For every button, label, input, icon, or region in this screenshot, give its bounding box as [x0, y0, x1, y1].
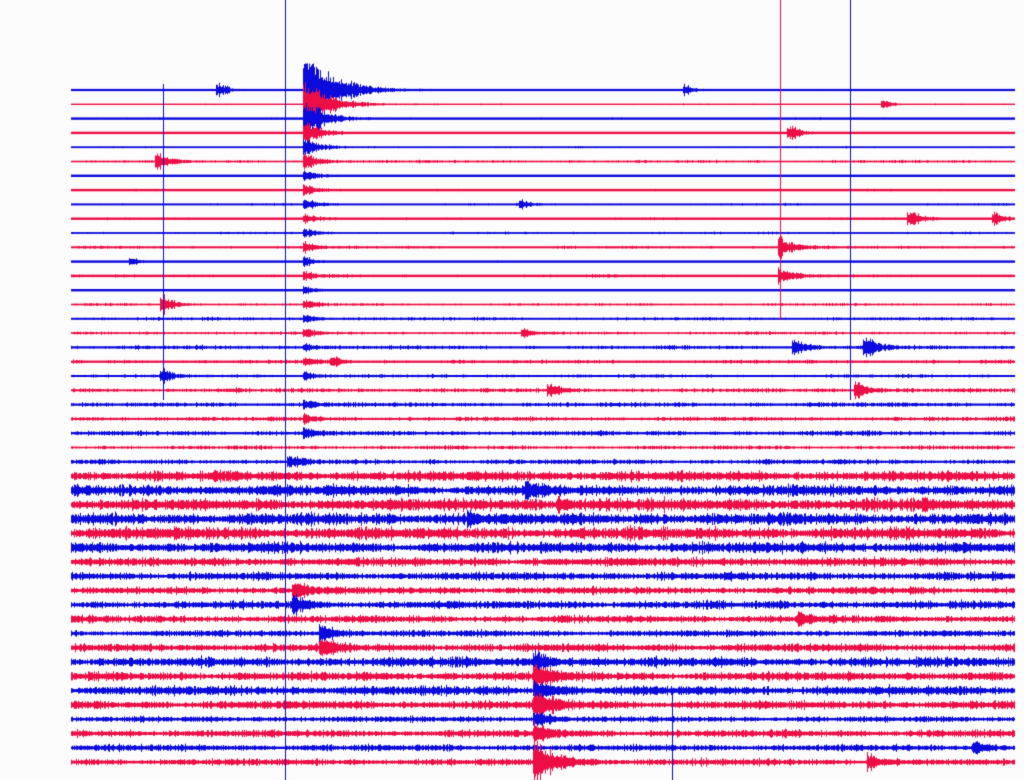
time-tick-label: 23:30 — [31, 755, 65, 769]
time-tick-label: 15:30 — [31, 526, 65, 540]
time-tick-label: 09:00 — [31, 340, 65, 354]
time-tick-label: 12:00 — [31, 426, 65, 440]
time-tick-label: 12:30 — [31, 440, 65, 454]
time-tick-label: 02:00 — [31, 140, 65, 154]
time-tick-label: 00:00 — [31, 83, 65, 96]
time-tick-label: 07:00 — [31, 283, 65, 297]
time-tick-label: 23:00 — [31, 740, 65, 754]
time-tick-label: 02:30 — [31, 154, 65, 168]
time-tick-label: 14:00 — [31, 483, 65, 497]
time-tick-label: 17:00 — [31, 569, 65, 583]
time-tick-label: 09:30 — [31, 354, 65, 368]
time-tick-label: 16:00 — [31, 540, 65, 554]
time-axis: 00:00 00:30 01:00 01:30 02:00 02:30 03:00 03:30… — [0, 0, 68, 780]
time-tick-label: 11:30 — [31, 411, 65, 425]
time-tick-label: 19:00 — [31, 626, 65, 640]
time-tick-label: 03:30 — [31, 183, 65, 197]
time-tick-label: 18:30 — [31, 612, 65, 626]
time-tick-label: 05:00 — [31, 226, 65, 239]
time-tick-label: 11:00 — [31, 397, 65, 411]
time-tick-label: 03:00 — [31, 168, 65, 182]
time-tick-label: 06:00 — [31, 254, 65, 268]
time-tick-label: 13:30 — [31, 469, 65, 483]
time-tick-label: 00:30 — [31, 97, 65, 111]
time-tick-label: 05:30 — [31, 240, 65, 254]
time-tick-label: 04:30 — [31, 211, 65, 225]
time-tick-label: 04:00 — [31, 197, 65, 211]
time-tick-label: 13:00 — [31, 454, 65, 468]
time-tick-label: 10:00 — [31, 369, 65, 382]
time-tick-label: 08:30 — [31, 326, 65, 340]
time-tick-label: 18:00 — [31, 597, 65, 611]
time-tick-label: 16:30 — [31, 554, 65, 568]
plot-date: 2021-05-30 — [923, 22, 1014, 40]
time-tick-label: 06:30 — [31, 268, 65, 282]
time-tick-label: 15:00 — [31, 512, 65, 525]
time-tick-label: 10:30 — [31, 383, 65, 397]
time-tick-label: 21:00 — [31, 683, 65, 697]
time-tick-label: 14:30 — [31, 497, 65, 511]
time-tick-label: 22:30 — [31, 726, 65, 740]
time-tick-label: 20:00 — [31, 655, 65, 668]
time-tick-label: 08:00 — [31, 311, 65, 325]
time-tick-label: 19:30 — [31, 640, 65, 654]
time-tick-label: 07:30 — [31, 297, 65, 311]
time-tick-label: 20:30 — [31, 669, 65, 683]
time-tick-label: 17:30 — [31, 583, 65, 597]
time-tick-label: 01:00 — [31, 111, 65, 125]
time-tick-label: 21:30 — [31, 697, 65, 711]
time-tick-label: 01:30 — [31, 125, 65, 139]
time-tick-label: 22:00 — [31, 712, 65, 726]
